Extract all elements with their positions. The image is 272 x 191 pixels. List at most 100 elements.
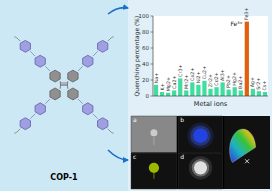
glow — [192, 159, 210, 177]
figure-background — [0, 0, 272, 191]
photo — [178, 153, 222, 189]
y-tick — [151, 64, 154, 65]
y-tick-label: 60 — [142, 45, 149, 51]
bond — [17, 129, 20, 132]
category-label: Ag+ — [250, 77, 255, 87]
cie-horseshoe — [230, 129, 256, 162]
ring — [98, 118, 108, 130]
ring — [35, 103, 45, 115]
structure-panel — [0, 0, 128, 191]
bulb — [150, 129, 157, 136]
bond — [111, 37, 114, 38]
category-label: Ni2+ — [196, 71, 201, 83]
y-axis-label: Quenching percentage (%) — [133, 16, 141, 97]
ring — [68, 88, 78, 100]
bar — [196, 85, 200, 96]
plot-background — [153, 16, 268, 96]
panel-label: b — [180, 116, 184, 123]
bond — [108, 38, 111, 41]
white-point — [245, 159, 249, 163]
bar — [239, 90, 243, 96]
category-label: K+ — [160, 83, 165, 90]
category-label: Cu2+ — [202, 66, 207, 79]
ring — [50, 88, 60, 100]
bar-annotation: Fe³⁺ — [230, 20, 242, 27]
white-point — [245, 159, 249, 163]
ring — [68, 70, 78, 82]
panel-label: a — [133, 116, 137, 123]
bond — [108, 129, 111, 132]
cie-panel — [224, 116, 270, 189]
glow — [190, 125, 210, 145]
ring — [20, 40, 30, 52]
y-tick-label: 20 — [142, 77, 149, 83]
bond — [30, 114, 35, 119]
bar — [214, 87, 218, 96]
category-label: Fe3+ — [244, 8, 249, 21]
bond — [111, 132, 114, 133]
led — [193, 128, 208, 143]
ring — [35, 55, 45, 67]
glow — [187, 123, 213, 149]
structure — [14, 37, 113, 134]
led-stem — [153, 173, 154, 179]
photo — [131, 153, 177, 189]
bond — [61, 82, 68, 83]
y-tick-label: 100 — [139, 13, 150, 19]
photo — [131, 116, 177, 153]
category-label: Cr3+ — [178, 64, 183, 76]
led — [194, 161, 207, 174]
bar — [245, 22, 249, 96]
panel-label: c — [133, 153, 136, 160]
category-label: Na+ — [154, 73, 159, 84]
bar — [154, 85, 158, 96]
y-tick — [151, 32, 154, 33]
bar — [208, 89, 212, 96]
bar — [233, 87, 237, 96]
bond — [78, 99, 83, 104]
y-tick-label: 0 — [146, 93, 150, 99]
category-label: Cd2+ — [214, 72, 219, 85]
arrow — [108, 8, 128, 14]
bond — [30, 51, 35, 56]
y-axis — [153, 16, 154, 96]
bulb-stem — [153, 136, 154, 145]
ring — [50, 70, 60, 82]
bar — [190, 82, 194, 96]
category-label: Al3+ — [220, 69, 225, 81]
bond — [45, 66, 50, 71]
bar — [160, 92, 164, 96]
category-label: Mn2+ — [184, 75, 189, 89]
bond — [93, 51, 98, 56]
y-tick — [151, 96, 154, 97]
bar — [251, 89, 255, 96]
photo-panel — [131, 116, 270, 189]
x-axis-label: Metal ions — [194, 100, 228, 108]
arrow — [108, 150, 128, 160]
y-tick — [151, 16, 154, 17]
bond — [17, 38, 20, 41]
bar — [184, 90, 188, 96]
bar — [178, 78, 182, 96]
photo — [178, 116, 222, 153]
bond — [45, 99, 50, 104]
panel-label: d — [180, 153, 184, 160]
glow — [189, 156, 212, 179]
category-label: Ba2+ — [238, 76, 243, 89]
category-label: Zn2+ — [208, 74, 213, 87]
y-tick — [151, 48, 154, 49]
bond — [61, 84, 68, 85]
category-label: Co2+ — [190, 68, 195, 81]
y-tick-label: 40 — [142, 61, 149, 67]
bar — [257, 91, 261, 96]
bar — [166, 93, 170, 96]
category-label: Sr2+ — [256, 78, 261, 90]
ring — [83, 103, 93, 115]
bond — [60, 81, 61, 85]
led — [149, 163, 159, 173]
category-label: Ca2+ — [172, 76, 177, 89]
x-axis — [153, 96, 268, 97]
bar — [220, 82, 224, 96]
bond — [60, 85, 61, 89]
ring — [98, 40, 108, 52]
